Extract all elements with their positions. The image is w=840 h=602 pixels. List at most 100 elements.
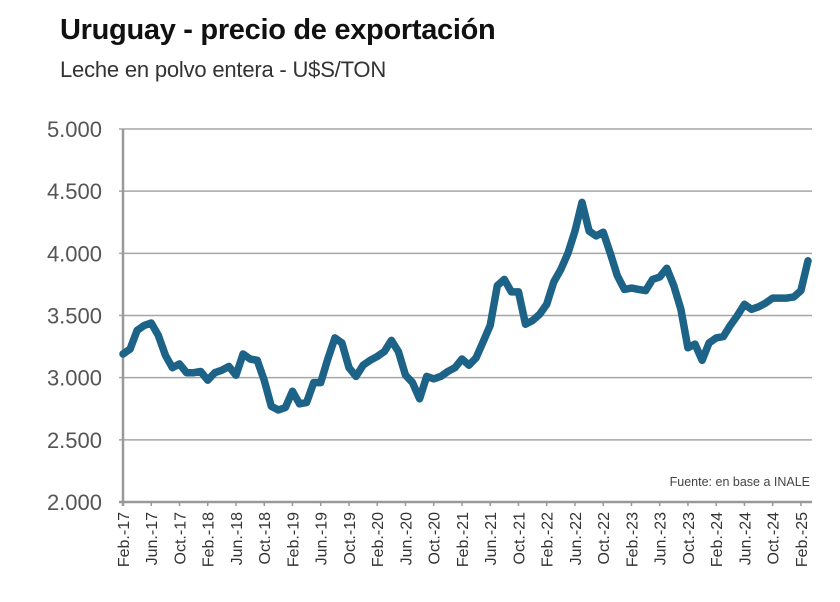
data-point — [416, 395, 424, 403]
x-tick-label: Oct.-23 — [681, 512, 698, 565]
data-point — [387, 336, 395, 344]
x-tick-label: Feb.-25 — [794, 512, 811, 567]
data-point — [712, 334, 720, 342]
data-point — [451, 364, 459, 372]
y-tick-label: 3.500 — [47, 304, 102, 329]
data-point — [776, 294, 784, 302]
x-tick-label: Feb.-23 — [624, 512, 641, 567]
x-tick-label: Oct.-22 — [596, 512, 613, 565]
data-point — [274, 406, 282, 414]
data-point — [168, 364, 176, 372]
data-point — [190, 369, 198, 377]
x-tick-label: Feb.-18 — [201, 512, 218, 567]
data-point — [430, 375, 438, 383]
data-point — [423, 372, 431, 380]
data-point — [620, 285, 628, 293]
data-point — [522, 320, 529, 328]
grid-lines — [119, 128, 812, 441]
x-tick-label: Jun.-21 — [483, 512, 500, 565]
y-tick-label: 3.000 — [47, 366, 102, 391]
x-tick-labels: Feb.-17 Jun.-17 Oct.-17 Feb.-18 Jun.-18 Oct.-… — [116, 512, 811, 567]
data-point — [281, 404, 289, 411]
data-point — [218, 366, 226, 374]
data-point — [140, 321, 148, 329]
data-point — [507, 288, 515, 296]
data-point — [670, 282, 678, 290]
data-point — [677, 305, 685, 313]
data-point — [769, 294, 777, 302]
x-tick-label: Feb.-21 — [455, 512, 472, 567]
x-tick-label: Oct.-20 — [427, 512, 444, 565]
x-tick-label: Feb.-22 — [540, 512, 557, 567]
data-point — [578, 198, 586, 206]
x-tick-label: Jun.-19 — [314, 512, 331, 565]
data-point — [232, 371, 240, 379]
data-point — [599, 228, 607, 236]
data-point — [402, 371, 409, 379]
chart-title: Uruguay - precio de exportación — [60, 14, 496, 46]
data-point — [147, 319, 155, 327]
data-point — [529, 317, 537, 324]
x-tick-label: Oct.-17 — [172, 512, 189, 565]
y-tick-label: 4.500 — [47, 179, 102, 204]
x-tick-label: Oct.-21 — [511, 512, 528, 565]
data-point — [324, 355, 332, 363]
data-point — [592, 232, 600, 240]
data-point — [133, 326, 141, 334]
data-point — [642, 287, 650, 295]
data-point — [557, 266, 565, 273]
data-point — [331, 334, 339, 342]
y-tick-label: 2.500 — [47, 428, 102, 453]
data-point — [486, 321, 494, 329]
data-point — [409, 379, 416, 387]
x-tick-label: Jun.-22 — [568, 512, 585, 565]
series-line-leche-en-polvo-entera — [119, 198, 812, 414]
y-tick-label: 4.000 — [47, 241, 102, 266]
data-point — [748, 305, 755, 313]
x-tick-label: Oct.-19 — [342, 512, 359, 565]
data-point — [493, 282, 501, 290]
data-point — [154, 331, 162, 339]
data-point — [317, 379, 325, 387]
data-point — [296, 400, 303, 408]
data-point — [740, 300, 748, 308]
data-point — [126, 345, 134, 353]
data-point — [543, 300, 551, 308]
chart-subtitle: Leche en polvo entera - U$S/TON — [60, 57, 387, 82]
x-tick-label: Oct.-24 — [766, 512, 783, 565]
data-point — [176, 360, 183, 368]
data-point — [359, 361, 367, 369]
data-point — [755, 303, 763, 311]
data-point — [515, 288, 522, 296]
data-point — [663, 264, 671, 272]
data-point — [698, 356, 706, 364]
data-point — [472, 354, 480, 362]
axes — [119, 129, 812, 506]
data-point — [790, 293, 798, 301]
data-point — [585, 227, 593, 235]
data-point — [550, 278, 558, 286]
x-tick-label: Jun.-24 — [737, 512, 754, 565]
data-point — [345, 364, 353, 372]
data-point — [239, 350, 247, 358]
source-note: Fuente: en base a INALE — [670, 475, 810, 489]
data-point — [338, 339, 346, 347]
x-tick-label: Jun.-18 — [229, 512, 246, 565]
series-group — [119, 198, 812, 414]
data-point — [289, 387, 296, 395]
data-point — [161, 351, 169, 359]
data-point — [444, 368, 452, 375]
data-point — [303, 399, 311, 406]
data-point — [183, 369, 191, 377]
data-point — [500, 275, 508, 283]
data-point — [394, 348, 402, 356]
x-tick-label: Jun.-17 — [144, 512, 161, 565]
x-tick-label: Jun.-23 — [653, 512, 670, 565]
data-point — [352, 372, 360, 380]
data-point — [197, 368, 205, 375]
data-point — [246, 355, 254, 363]
x-tick-label: Feb.-19 — [285, 512, 302, 567]
y-tick-label: 2.000 — [47, 490, 102, 515]
data-point — [267, 402, 275, 410]
